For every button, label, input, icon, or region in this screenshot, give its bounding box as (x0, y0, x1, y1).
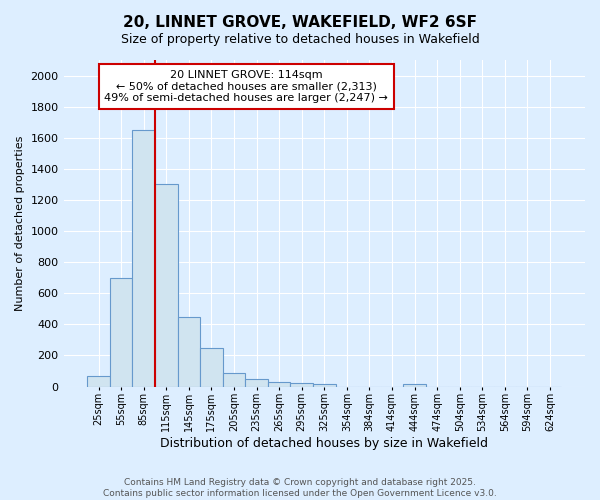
Bar (403, 384, 426, 386)
Bar (200, 348, 223, 387)
Bar (223, 372, 245, 386)
X-axis label: Distribution of detached houses by size in Wakefield: Distribution of detached houses by size … (160, 437, 488, 450)
Y-axis label: Number of detached properties: Number of detached properties (15, 136, 25, 311)
Bar (245, 378, 268, 386)
Bar (133, 130, 155, 386)
Text: Size of property relative to detached houses in Wakefield: Size of property relative to detached ho… (121, 32, 479, 46)
Bar (268, 382, 290, 386)
Bar (313, 384, 335, 386)
Bar (290, 382, 313, 386)
Bar (178, 316, 200, 386)
Text: 20, LINNET GROVE, WAKEFIELD, WF2 6SF: 20, LINNET GROVE, WAKEFIELD, WF2 6SF (123, 15, 477, 30)
Text: 20 LINNET GROVE: 114sqm
← 50% of detached houses are smaller (2,313)
49% of semi: 20 LINNET GROVE: 114sqm ← 50% of detache… (104, 70, 388, 103)
Bar (87, 376, 110, 386)
Text: Contains HM Land Registry data © Crown copyright and database right 2025.
Contai: Contains HM Land Registry data © Crown c… (103, 478, 497, 498)
Bar (110, 278, 133, 386)
Bar (155, 184, 178, 386)
